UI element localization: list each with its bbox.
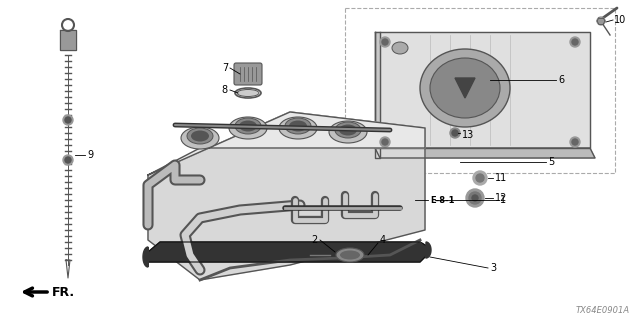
Bar <box>345 8 615 173</box>
Polygon shape <box>455 78 475 98</box>
Ellipse shape <box>237 90 259 97</box>
Polygon shape <box>375 32 590 148</box>
Circle shape <box>380 137 390 147</box>
Ellipse shape <box>191 131 209 141</box>
Circle shape <box>63 115 73 125</box>
Text: 13: 13 <box>462 130 474 140</box>
Circle shape <box>452 130 458 136</box>
Polygon shape <box>420 242 431 258</box>
Text: FR.: FR. <box>52 285 75 299</box>
Circle shape <box>65 157 71 163</box>
Circle shape <box>572 139 578 145</box>
Ellipse shape <box>235 118 261 134</box>
Ellipse shape <box>420 49 510 127</box>
Circle shape <box>572 39 578 45</box>
Ellipse shape <box>336 248 364 262</box>
Ellipse shape <box>430 58 500 118</box>
Circle shape <box>476 174 484 182</box>
Polygon shape <box>143 247 148 267</box>
Ellipse shape <box>229 117 267 139</box>
Polygon shape <box>375 32 380 158</box>
Text: 4: 4 <box>380 235 386 245</box>
Circle shape <box>382 39 388 45</box>
Text: E-8-1: E-8-1 <box>430 196 454 204</box>
Text: 8: 8 <box>222 85 228 95</box>
Circle shape <box>472 195 478 201</box>
Text: TX64E0901A: TX64E0901A <box>576 306 630 315</box>
Ellipse shape <box>187 128 213 144</box>
Ellipse shape <box>239 121 257 132</box>
Polygon shape <box>60 30 76 50</box>
Text: 7: 7 <box>221 63 228 73</box>
Text: 10: 10 <box>614 15 627 25</box>
Ellipse shape <box>289 121 307 132</box>
Text: 3: 3 <box>490 263 496 273</box>
Circle shape <box>382 139 388 145</box>
Text: 1: 1 <box>500 195 506 205</box>
Ellipse shape <box>329 121 367 143</box>
Polygon shape <box>148 112 425 175</box>
Ellipse shape <box>279 117 317 139</box>
Ellipse shape <box>181 127 219 149</box>
Circle shape <box>450 128 460 138</box>
Ellipse shape <box>339 124 357 135</box>
Text: 5: 5 <box>548 157 554 167</box>
Text: 6: 6 <box>558 75 564 85</box>
FancyBboxPatch shape <box>234 63 262 85</box>
Circle shape <box>570 137 580 147</box>
Circle shape <box>570 37 580 47</box>
Text: 9: 9 <box>87 150 93 160</box>
Ellipse shape <box>335 122 361 138</box>
Text: 12: 12 <box>495 193 508 203</box>
Text: 2: 2 <box>312 235 318 245</box>
Circle shape <box>469 192 481 204</box>
Text: 11: 11 <box>495 173 508 183</box>
Circle shape <box>466 189 484 207</box>
Circle shape <box>63 155 73 165</box>
Circle shape <box>65 117 71 123</box>
Ellipse shape <box>285 118 311 134</box>
Ellipse shape <box>340 251 360 260</box>
Polygon shape <box>148 112 425 280</box>
Circle shape <box>473 171 487 185</box>
Ellipse shape <box>392 42 408 54</box>
Polygon shape <box>375 148 595 158</box>
Circle shape <box>597 17 605 25</box>
Circle shape <box>380 37 390 47</box>
Polygon shape <box>148 242 430 262</box>
